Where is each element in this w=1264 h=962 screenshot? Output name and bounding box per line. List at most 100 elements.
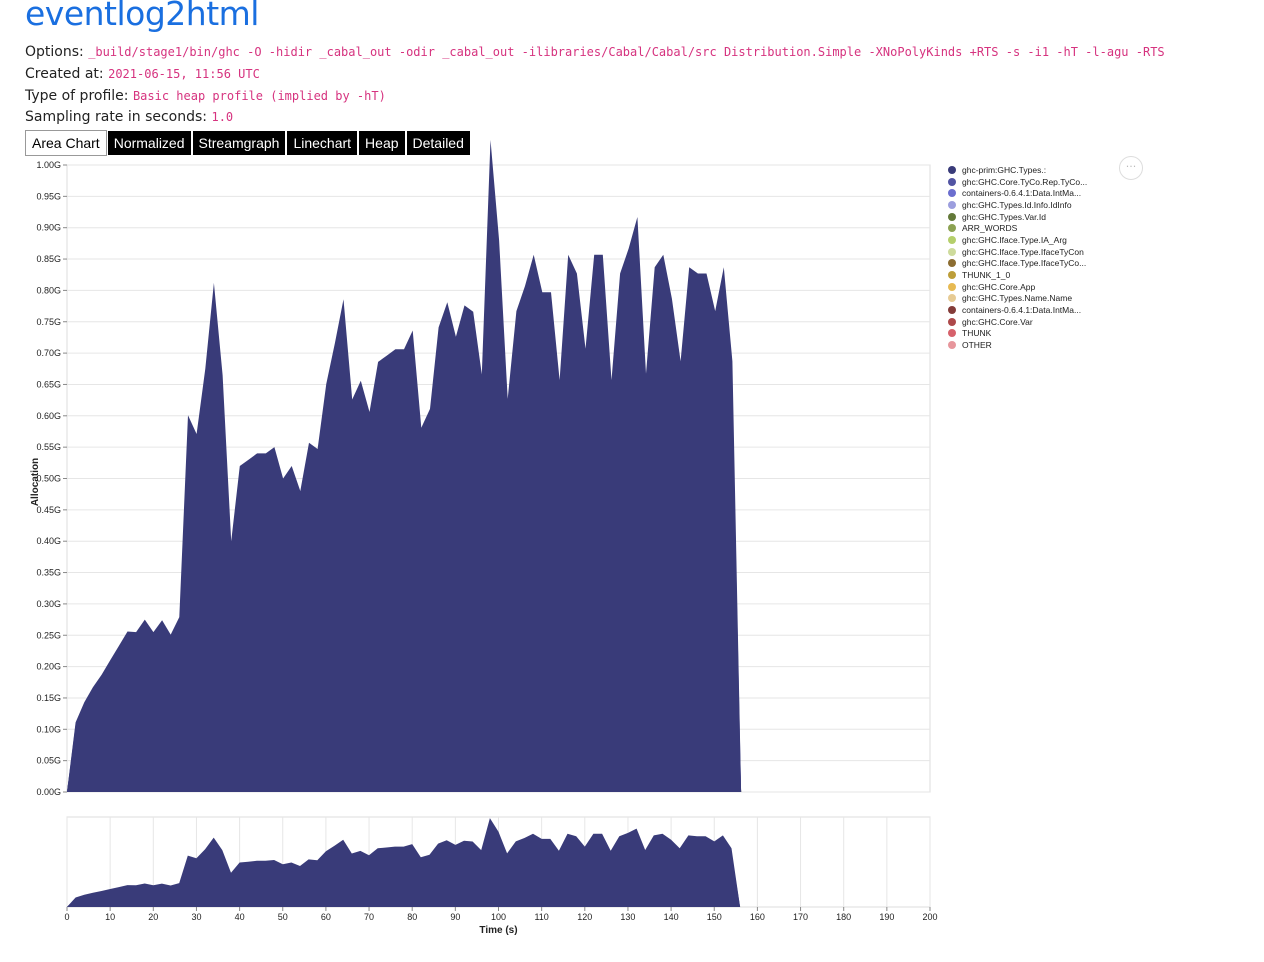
y-tick-label: 0.85G (36, 254, 61, 264)
y-tick-label: 0.55G (36, 442, 61, 452)
area-series-ghc-prim-ghc-types-[interactable] (67, 139, 742, 792)
x-tick-label: 30 (191, 912, 201, 922)
created-label: Created at: (25, 66, 104, 82)
sampling-label: Sampling rate in seconds: (25, 109, 208, 125)
profile-label: Type of profile: (25, 88, 129, 104)
x-tick-label: 40 (235, 912, 245, 922)
legend-label: ghc:GHC.Types.Id.Info.IdInfo (962, 199, 1072, 210)
x-tick-label: 0 (64, 912, 69, 922)
y-tick-label: 0.40G (36, 536, 61, 546)
legend-swatch (948, 259, 956, 268)
y-tick-label: 0.60G (36, 411, 61, 421)
x-tick-label: 70 (364, 912, 374, 922)
tab-linechart[interactable]: Linechart (286, 130, 359, 156)
x-tick-label: 180 (836, 912, 851, 922)
legend-item[interactable]: ghc:GHC.Types.Var.Id (948, 211, 1087, 223)
legend-item[interactable]: ghc:GHC.Core.TyCo.Rep.TyCo... (948, 176, 1087, 188)
legend-label: ghc:GHC.Core.Var (962, 316, 1033, 327)
legend-swatch (948, 341, 956, 350)
legend-label: ghc:GHC.Types.Name.Name (962, 293, 1073, 304)
legend-swatch (948, 189, 956, 198)
x-tick-label: 160 (750, 912, 765, 922)
legend-label: containers-0.6.4.1:Data.IntMa... (962, 305, 1082, 316)
legend-swatch (948, 224, 956, 233)
legend-label: ghc:GHC.Core.TyCo.Rep.TyCo... (962, 176, 1088, 187)
legend-item[interactable]: THUNK_1_0 (948, 269, 1087, 281)
legend-swatch (948, 200, 956, 209)
legend-item[interactable]: ghc:GHC.Iface.Type.IfaceTyCon (948, 246, 1087, 258)
y-tick-label: 0.70G (36, 348, 61, 358)
legend-label: ghc:GHC.Iface.Type.IfaceTyCon (962, 246, 1084, 257)
profile-line: Type of profile: Basic heap profile (imp… (25, 88, 386, 104)
chart-legend: ghc-prim:GHC.Types.: ghc:GHC.Core.TyCo.Re… (948, 164, 1087, 351)
legend-swatch (948, 212, 956, 221)
y-axis-title: Allocation (30, 458, 41, 506)
y-tick-label: 1.00G (36, 160, 61, 170)
x-tick-label: 10 (105, 912, 115, 922)
x-tick-label: 120 (577, 912, 592, 922)
legend-item[interactable]: ghc:GHC.Types.Id.Info.IdInfo (948, 199, 1087, 211)
legend-swatch (948, 177, 956, 186)
legend-label: ghc:GHC.Iface.Type.IfaceTyCo... (962, 258, 1087, 269)
y-tick-label: 0.90G (36, 223, 61, 233)
tab-streamgraph[interactable]: Streamgraph (191, 130, 287, 156)
x-tick-label: 140 (664, 912, 679, 922)
y-tick-label: 0.75G (36, 317, 61, 327)
tab-heap[interactable]: Heap (358, 130, 406, 156)
page-title: eventlog2html (25, 0, 259, 33)
legend-swatch (948, 271, 956, 280)
main-areas (67, 139, 742, 792)
tab-detailed[interactable]: Detailed (405, 130, 471, 156)
sampling-value: 1.0 (211, 110, 234, 124)
legend-label: THUNK (962, 328, 992, 339)
y-tick-label: 0.35G (36, 568, 61, 578)
legend-item[interactable]: ghc:GHC.Types.Name.Name (948, 293, 1087, 305)
options-label: Options: (25, 44, 84, 60)
tab-area-chart[interactable]: Area Chart (25, 130, 107, 156)
legend-item[interactable]: ghc-prim:GHC.Types.: (948, 164, 1087, 176)
y-tick-label: 0.65G (36, 379, 61, 389)
y-tick-label: 0.50G (36, 474, 61, 484)
x-tick-label: 20 (148, 912, 158, 922)
legend-label: THUNK_1_0 (962, 270, 1011, 281)
legend-swatch (948, 165, 956, 174)
area-series-ghc-prim-ghc-types-[interactable] (67, 818, 741, 907)
y-tick-label: 0.10G (36, 724, 61, 734)
y-tick-label: 0.15G (36, 693, 61, 703)
options-line: Options: _build/stage1/bin/ghc -O -hidir… (25, 44, 1165, 60)
y-tick-label: 0.00G (36, 787, 61, 797)
legend-item[interactable]: containers-0.6.4.1:Data.IntMa... (948, 304, 1087, 316)
x-tick-label: 80 (407, 912, 417, 922)
legend-swatch (948, 235, 956, 244)
tab-normalized[interactable]: Normalized (106, 130, 192, 156)
created-line: Created at: 2021-06-15, 11:56 UTC (25, 66, 260, 82)
sampling-line: Sampling rate in seconds: 1.0 (25, 109, 233, 125)
legend-item[interactable]: OTHER (948, 339, 1087, 351)
y-tick-label: 0.80G (36, 285, 61, 295)
x-tick-label: 170 (793, 912, 808, 922)
legend-swatch (948, 247, 956, 256)
legend-swatch (948, 317, 956, 326)
legend-label: ghc:GHC.Core.App (962, 281, 1036, 292)
options-value: _build/stage1/bin/ghc -O -hidir _cabal_o… (88, 45, 1165, 59)
legend-label: OTHER (962, 340, 992, 351)
legend-item[interactable]: ghc:GHC.Core.App (948, 281, 1087, 293)
x-tick-label: 150 (707, 912, 722, 922)
y-tick-label: 0.05G (36, 756, 61, 766)
legend-item[interactable]: containers-0.6.4.1:Data.IntMa... (948, 187, 1087, 199)
x-tick-label: 110 (534, 912, 548, 922)
x-tick-label: 130 (620, 912, 635, 922)
legend-item[interactable]: ghc:GHC.Iface.Type.IA_Arg (948, 234, 1087, 246)
legend-item[interactable]: ghc:GHC.Iface.Type.IfaceTyCo... (948, 258, 1087, 270)
y-tick-label: 0.95G (36, 191, 61, 201)
legend-label: ghc-prim:GHC.Types.: (962, 164, 1047, 175)
overview-areas (67, 818, 741, 907)
created-value: 2021-06-15, 11:56 UTC (108, 67, 260, 81)
legend-item[interactable]: THUNK (948, 328, 1087, 340)
legend-item[interactable]: ghc:GHC.Core.Var (948, 316, 1087, 328)
legend-item[interactable]: ARR_WORDS (948, 222, 1087, 234)
chart-tabs: Area Chart Normalized Streamgraph Linech… (25, 130, 471, 156)
x-tick-label: 90 (450, 912, 460, 922)
chart-actions-menu-button[interactable]: ··· (1119, 156, 1143, 180)
